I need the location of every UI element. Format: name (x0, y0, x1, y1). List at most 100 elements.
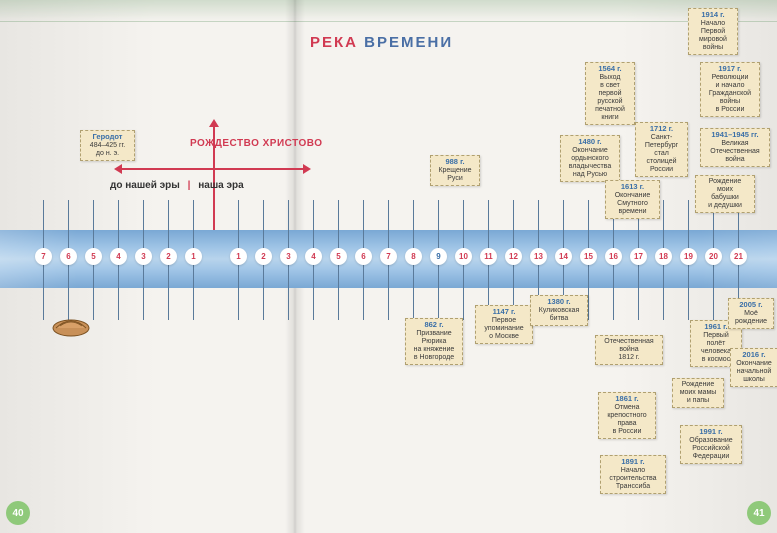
event-year: 2005 г. (732, 301, 770, 310)
century-circle: 3 (135, 248, 152, 265)
event-text-line: войны (692, 44, 734, 52)
event-text-line: печатной (589, 106, 631, 114)
event-text-line: Образование (684, 437, 738, 445)
event-year: 1941–1945 гг. (704, 131, 766, 140)
event-text-line: России (639, 166, 684, 174)
event-year: 1564 г. (589, 65, 631, 74)
event-text-line: Призвание (409, 330, 459, 338)
century-circle: 2 (160, 248, 177, 265)
event-text-line: Революции (704, 74, 756, 82)
event-text-line: Гражданской (704, 90, 756, 98)
century-circle: 20 (705, 248, 722, 265)
century-circle: 17 (630, 248, 647, 265)
page-number-right: 41 (747, 501, 771, 525)
event-year: 1480 г. (564, 138, 616, 147)
event-text-line: мировой (692, 36, 734, 44)
century-circle: 8 (405, 248, 422, 265)
century-circle: 4 (110, 248, 127, 265)
event-year: 1712 г. (639, 125, 684, 134)
event-text-line: в Новгороде (409, 354, 459, 362)
event-text-line: Транссиба (604, 483, 662, 491)
event-year: 862 г. (409, 321, 459, 330)
page-number-left: 40 (6, 501, 30, 525)
event-text-line: ордынского (564, 155, 616, 163)
event-text-line: 1812 г. (599, 354, 659, 362)
century-circle: 6 (60, 248, 77, 265)
event-text-line: о Москве (479, 333, 529, 341)
era-labels: до нашей эры | наша эра (110, 180, 244, 191)
event-text-line: полёт (694, 340, 738, 348)
event-text-line: строительства (604, 475, 662, 483)
event-badge: 1380 г.Куликовскаябитва (530, 295, 588, 326)
event-text-line: крепостного (602, 412, 652, 420)
event-text-line: рождение (732, 318, 770, 326)
event-text-line: и папы (676, 397, 720, 405)
event-badge: 2016 г.Окончаниеначальнойшколы (730, 348, 777, 387)
event-text-line: русской (589, 98, 631, 106)
event-text-line: владычества (564, 163, 616, 171)
event-text-line: Выход (589, 74, 631, 82)
event-text-line: Крещение (434, 167, 476, 175)
century-circle: 18 (655, 248, 672, 265)
event-year: Геродот (84, 133, 131, 142)
event-text-line: Смутного (609, 200, 656, 208)
century-circle: 16 (605, 248, 622, 265)
century-circle: 5 (85, 248, 102, 265)
event-text-line: бабушки (699, 194, 751, 202)
event-text-line: Рюрика (409, 338, 459, 346)
event-badge: Отечественнаявойна1812 г. (595, 335, 663, 365)
event-text-line: Окончание (564, 147, 616, 155)
event-badge: 1712 г.Санкт-ПетербургсталстолицейРоссии (635, 122, 688, 177)
event-text-line: войны (704, 98, 756, 106)
event-badge: 2005 г.Моёрождение (728, 298, 774, 329)
event-year: 1917 г. (704, 65, 756, 74)
event-text-line: Начало (604, 467, 662, 475)
event-text-line: Первое (479, 317, 529, 325)
century-circle: 11 (480, 248, 497, 265)
event-badge: 1914 г.НачалоПервоймировойвойны (688, 8, 738, 55)
event-text-line: стал (639, 150, 684, 158)
century-circle: 14 (555, 248, 572, 265)
event-badge: 988 г.КрещениеРуси (430, 155, 480, 186)
event-text-line: Окончание (609, 192, 656, 200)
event-text-line: Рождение (699, 178, 751, 186)
century-circle: 4 (305, 248, 322, 265)
event-badge: 1917 г.Революциии началоГражданскойвойны… (700, 62, 760, 117)
event-badge: 862 г.ПризваниеРюрикана княжениев Новгор… (405, 318, 463, 365)
century-circle: 3 (280, 248, 297, 265)
event-badge: 1991 г.ОбразованиеРоссийскойФедерации (680, 425, 742, 464)
event-text-line: над Русью (564, 171, 616, 179)
event-text-line: Куликовская (534, 307, 584, 315)
event-text-line: времени (609, 208, 656, 216)
era-after: наша эра (198, 180, 243, 191)
event-year: 1914 г. (692, 11, 734, 20)
century-circle: 7 (35, 248, 52, 265)
event-text-line: и начало (704, 82, 756, 90)
event-badge: 1613 г.ОкончаниеСмутноговремени (605, 180, 660, 219)
event-text-line: и дедушки (699, 202, 751, 210)
event-text-line: Окончание (734, 360, 774, 368)
event-year: 2016 г. (734, 351, 774, 360)
event-badge: Рождениемоих мамыи папы (672, 378, 724, 408)
axis-horizontal (120, 168, 305, 170)
event-year: 1380 г. (534, 298, 584, 307)
event-text-line: столицей (639, 158, 684, 166)
century-circle: 9 (430, 248, 447, 265)
event-text-line: Рождение (676, 381, 720, 389)
event-year: 1147 г. (479, 308, 529, 317)
top-edge-decor (0, 0, 777, 22)
event-text-line: война (599, 346, 659, 354)
event-text-line: в России (704, 106, 756, 114)
event-badge: 1891 г.НачалостроительстваТранссиба (600, 455, 666, 494)
event-text-line: в свет (589, 82, 631, 90)
event-text-line: Федерации (684, 453, 738, 461)
event-year: 1891 г. (604, 458, 662, 467)
event-text-line: Начало (692, 20, 734, 28)
event-year: 1613 г. (609, 183, 656, 192)
event-badge: 1861 г.Отменакрепостногоправав России (598, 392, 656, 439)
page-title: РЕКА ВРЕМЕНИ (310, 34, 453, 51)
event-badge: 1941–1945 гг.ВеликаяОтечественнаявойна (700, 128, 770, 167)
event-text-line: Моё (732, 310, 770, 318)
event-text-line: первой (589, 90, 631, 98)
event-badge: 1480 г.Окончаниеордынскоговладычестванад… (560, 135, 620, 182)
